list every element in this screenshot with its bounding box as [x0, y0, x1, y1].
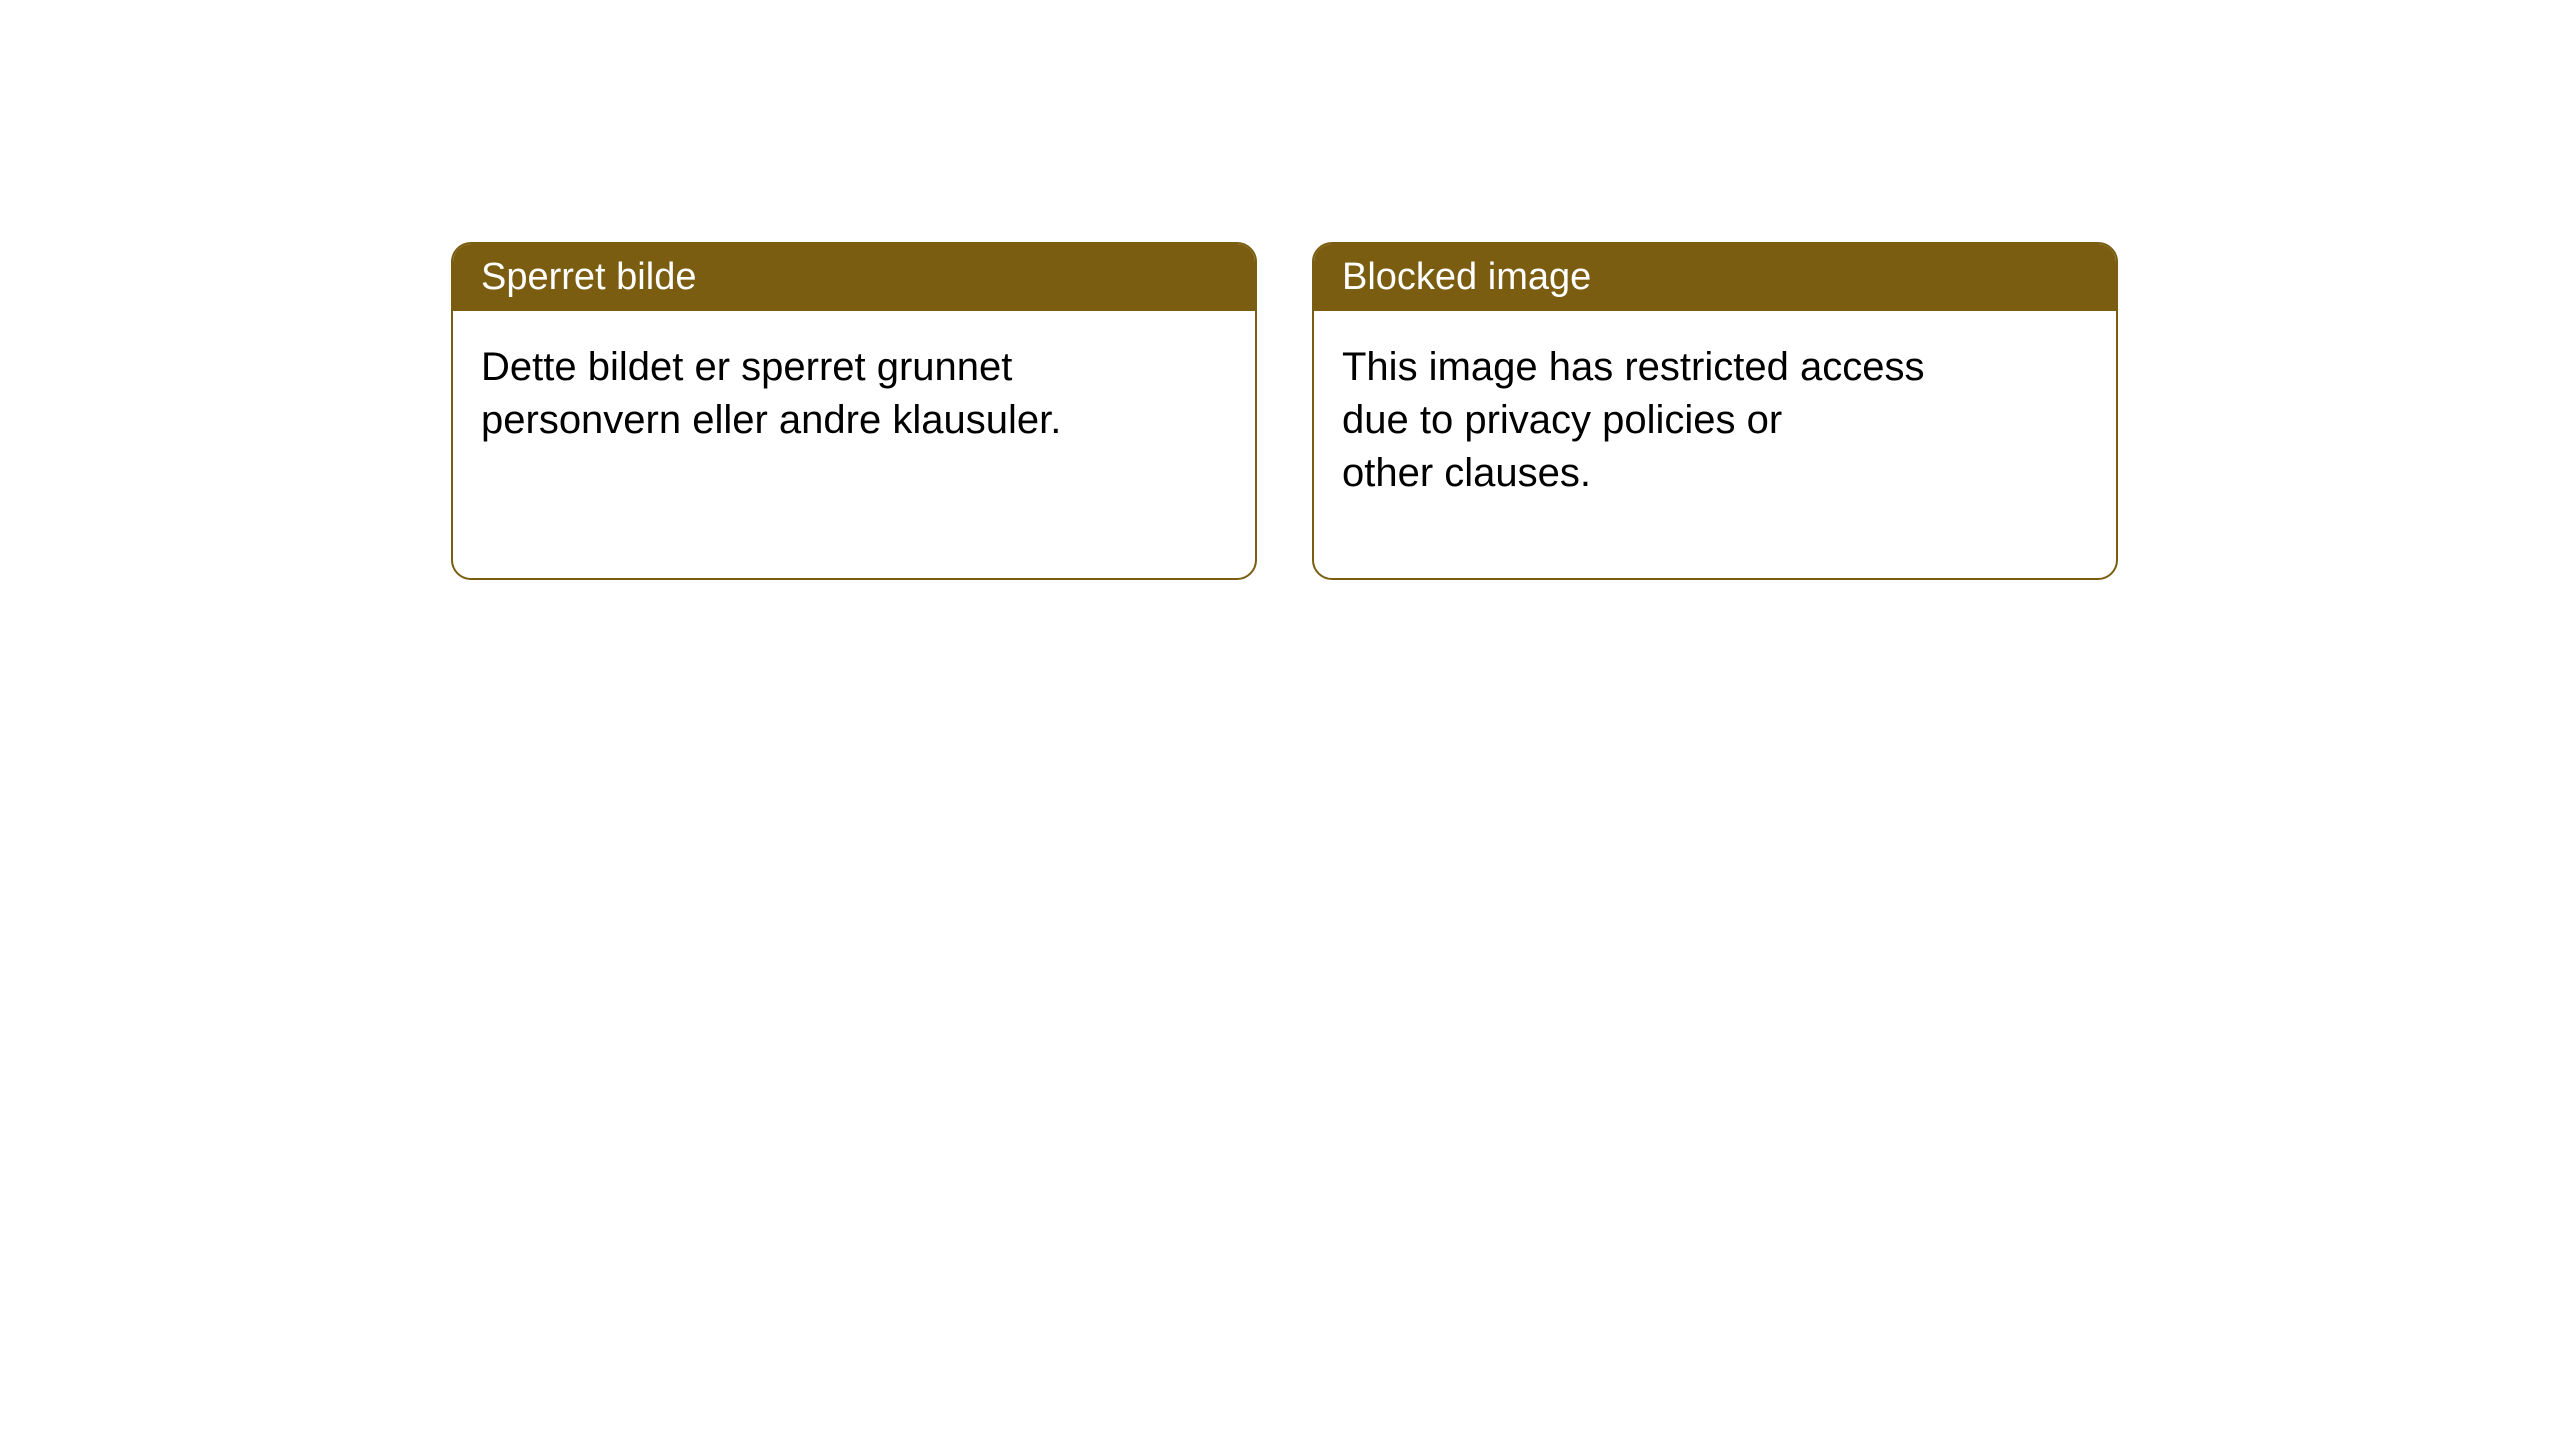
notice-header: Blocked image [1314, 244, 2116, 311]
notice-card-norwegian: Sperret bilde Dette bildet er sperret gr… [451, 242, 1257, 580]
notice-card-english: Blocked image This image has restricted … [1312, 242, 2118, 580]
notice-container: Sperret bilde Dette bildet er sperret gr… [451, 242, 2118, 580]
notice-header: Sperret bilde [453, 244, 1255, 311]
notice-body: Dette bildet er sperret grunnet personve… [453, 311, 1255, 477]
notice-body: This image has restricted access due to … [1314, 311, 2116, 529]
